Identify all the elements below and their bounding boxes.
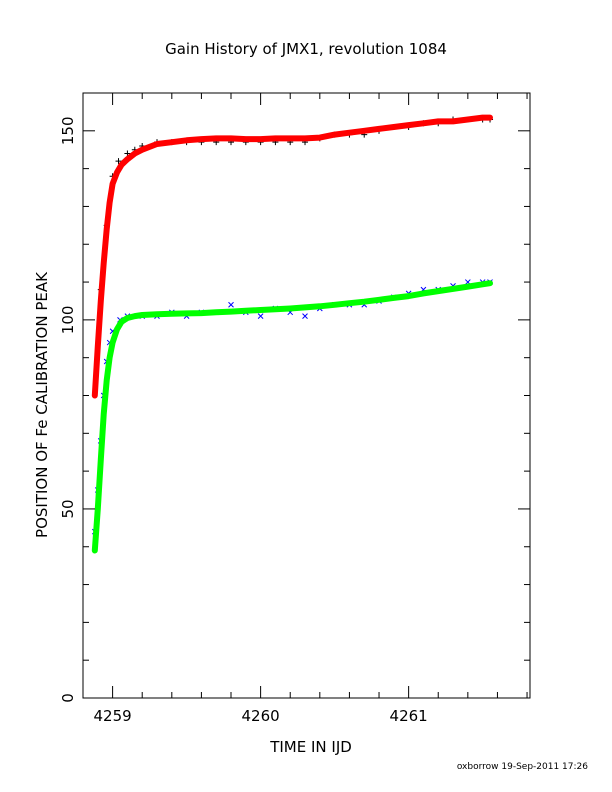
series-1-line [91,114,493,399]
footer-credit: oxborrow 19-Sep-2011 17:26 [457,762,588,772]
y-axis-label: POSITION OF Fe CALIBRATION PEAK [33,271,51,538]
chart-title: Gain History of JMX1, revolution 1084 [165,40,447,58]
x-tick-label: 4260 [242,707,280,725]
series-3-line [91,280,493,554]
x-axis: 4259 4260 4261 [82,93,528,725]
x-tick-label: 4259 [94,707,132,725]
series-2-point [228,301,234,308]
y-tick-label: 150 [59,116,77,145]
plot-frame [82,92,531,699]
series-0-point [115,158,122,165]
plot-area [91,114,494,554]
y-tick-label: 0 [59,693,77,703]
x-axis-label: TIME IN IJD [269,738,352,756]
x-tick-label: 4261 [390,707,428,725]
series-2-point [302,313,308,319]
y-tick-label: 50 [59,499,77,518]
series-2-point [257,313,264,319]
y-tick-label: 100 [59,306,77,335]
y-axis: 0 50 100 150 [59,116,530,703]
